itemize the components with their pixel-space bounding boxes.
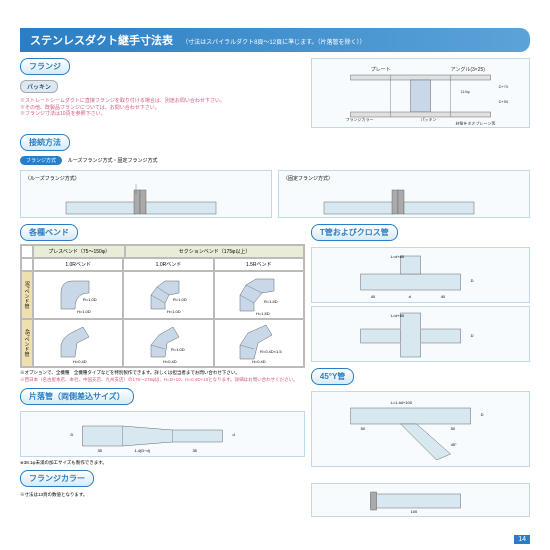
- bend-note1: ※オプションで、全機種 全機種タイプなどを特別製作できます。詳しくは担当者までお…: [20, 370, 305, 375]
- flange-diagram: プレート アングル(3×25) 110φ フランジカラー パッキン 材質をネオプ…: [311, 58, 530, 128]
- svg-text:L=d+80: L=d+80: [390, 254, 404, 259]
- loose-flange-diagram: （ルーズフランジ方式）: [20, 170, 272, 218]
- y45-label: 45°Y管: [311, 368, 354, 385]
- r10b: 1.0Rベンド: [123, 258, 213, 271]
- bend-table: プレスベンド（75〜150φ） セクションベンド（175φ以上） 1.0Rベンド…: [20, 244, 305, 368]
- bend-90-15-sect: H=1.5D R=1.5D: [214, 271, 304, 319]
- bend-note2: ※西日本（名古屋本店、本社、中国支店、九州支店）の175〜275φは、H=D+1…: [20, 377, 305, 382]
- packing-label: パッキン: [20, 80, 58, 93]
- svg-text:材質をネオプレーン等: 材質をネオプレーン等: [455, 120, 495, 125]
- svg-text:R=1.0D: R=1.0D: [83, 297, 97, 302]
- svg-text:D: D: [480, 412, 483, 417]
- fcolor-diagram: 100: [311, 483, 530, 517]
- tpipe-diagram: L=d+80 Dd 40 40: [311, 247, 530, 303]
- svg-text:D: D: [470, 333, 473, 338]
- title-text: ステンレスダクト継手寸法表: [30, 35, 173, 47]
- bends-label: 各種ベンド: [20, 224, 78, 241]
- svg-text:H=0.4D: H=0.4D: [252, 359, 266, 364]
- svg-text:H=1.5D: H=1.5D: [256, 311, 270, 316]
- connect-label: 接続方法: [20, 134, 70, 151]
- svg-text:フランジカラー: フランジカラー: [345, 116, 373, 122]
- svg-text:プレート: プレート: [370, 67, 390, 73]
- katao-note: ※38.1φ未満の加工サイズも製作できます。: [20, 460, 305, 465]
- r10a: 1.0Rベンド: [33, 258, 123, 271]
- svg-text:D+50: D+50: [498, 99, 508, 104]
- r15: 1.5Rベンド: [214, 258, 304, 271]
- cross-diagram: L=d+80 D: [311, 306, 530, 362]
- fcolor-label: フランジカラー: [20, 470, 94, 487]
- method-badge: フランジ方式: [20, 156, 62, 165]
- svg-text:アングル(3×25): アングル(3×25): [450, 66, 485, 73]
- svg-text:L=d+80: L=d+80: [390, 313, 404, 318]
- svg-text:R=0.4D×1.5: R=0.4D×1.5: [260, 349, 282, 354]
- svg-text:35: 35: [97, 448, 102, 453]
- svg-text:d: d: [232, 432, 234, 437]
- y45-diagram: L=1.4d+100 50 50 D 45°: [311, 391, 530, 467]
- tpipe-label: T管およびクロス管: [311, 224, 398, 241]
- svg-text:R=1.0D: R=1.0D: [173, 297, 187, 302]
- page-title: ステンレスダクト継手寸法表 （寸法はスパイラルダクト8頁〜12頁に準じます。（片…: [20, 28, 530, 52]
- svg-text:40: 40: [440, 294, 445, 299]
- fixed-label: （固定フランジ方式）: [283, 175, 525, 182]
- svg-text:H=0.4D: H=0.4D: [163, 359, 177, 364]
- svg-text:100: 100: [410, 509, 417, 514]
- page-number: 14: [514, 535, 530, 544]
- svg-text:D: D: [70, 432, 73, 437]
- svg-text:H=1.0D: H=1.0D: [167, 309, 181, 314]
- fixed-flange-diagram: （固定フランジ方式）: [278, 170, 530, 218]
- fcolor-note: ※寸法は13頁の数値となります。: [20, 492, 305, 497]
- svg-text:40: 40: [370, 294, 375, 299]
- loose-label: （ルーズフランジ方式）: [25, 175, 267, 182]
- method-text: ルーズフランジ方式・固定フランジ方式: [68, 158, 158, 164]
- svg-text:H=0.4D: H=0.4D: [73, 359, 87, 364]
- svg-text:45°: 45°: [450, 442, 456, 447]
- press-header: プレスベンド（75〜150φ）: [33, 245, 125, 258]
- svg-text:R=1.5D: R=1.5D: [264, 299, 278, 304]
- katao-label: 片落管（両側差込サイズ）: [20, 388, 134, 405]
- katao-diagram: 35 1.4(D−d) 35 d D: [20, 411, 305, 457]
- flange-note: ※ストレートシームダクトに直接フランジを取り付ける場合は、別途お問い合わせ下さい…: [20, 98, 305, 118]
- bend-45-15-sect: H=0.4D R=0.4D×1.5: [214, 319, 304, 367]
- svg-text:50: 50: [450, 426, 455, 431]
- svg-text:D: D: [470, 278, 473, 283]
- svg-text:110φ: 110φ: [460, 89, 469, 94]
- svg-text:1.4(D−d): 1.4(D−d): [134, 448, 150, 453]
- svg-text:L=1.4d+100: L=1.4d+100: [390, 400, 412, 405]
- svg-text:R=1.0D: R=1.0D: [171, 347, 185, 352]
- svg-text:H=1.0D: H=1.0D: [77, 309, 91, 314]
- svg-text:パッキン: パッキン: [420, 117, 436, 122]
- section-header: セクションベンド（175φ以上）: [125, 245, 304, 258]
- bend-90-10-sect: H=1.0D R=1.0D: [123, 271, 213, 319]
- svg-text:50: 50: [360, 426, 365, 431]
- bend-45-10-sect: H=0.4D R=1.0D: [123, 319, 213, 367]
- b45-label: 45°ベンド管: [21, 319, 33, 367]
- svg-text:D+70: D+70: [498, 84, 508, 89]
- svg-text:35: 35: [192, 448, 197, 453]
- bend-90-10-press: H=1.0D R=1.0D: [33, 271, 123, 319]
- bend-45-10-press: H=0.4D: [33, 319, 123, 367]
- b90-label: 90°ベンド管: [21, 271, 33, 319]
- flange-label: フランジ: [20, 58, 70, 75]
- title-subtitle: （寸法はスパイラルダクト8頁〜12頁に準じます。（片落管を除く））: [182, 40, 365, 46]
- svg-text:d: d: [408, 294, 410, 299]
